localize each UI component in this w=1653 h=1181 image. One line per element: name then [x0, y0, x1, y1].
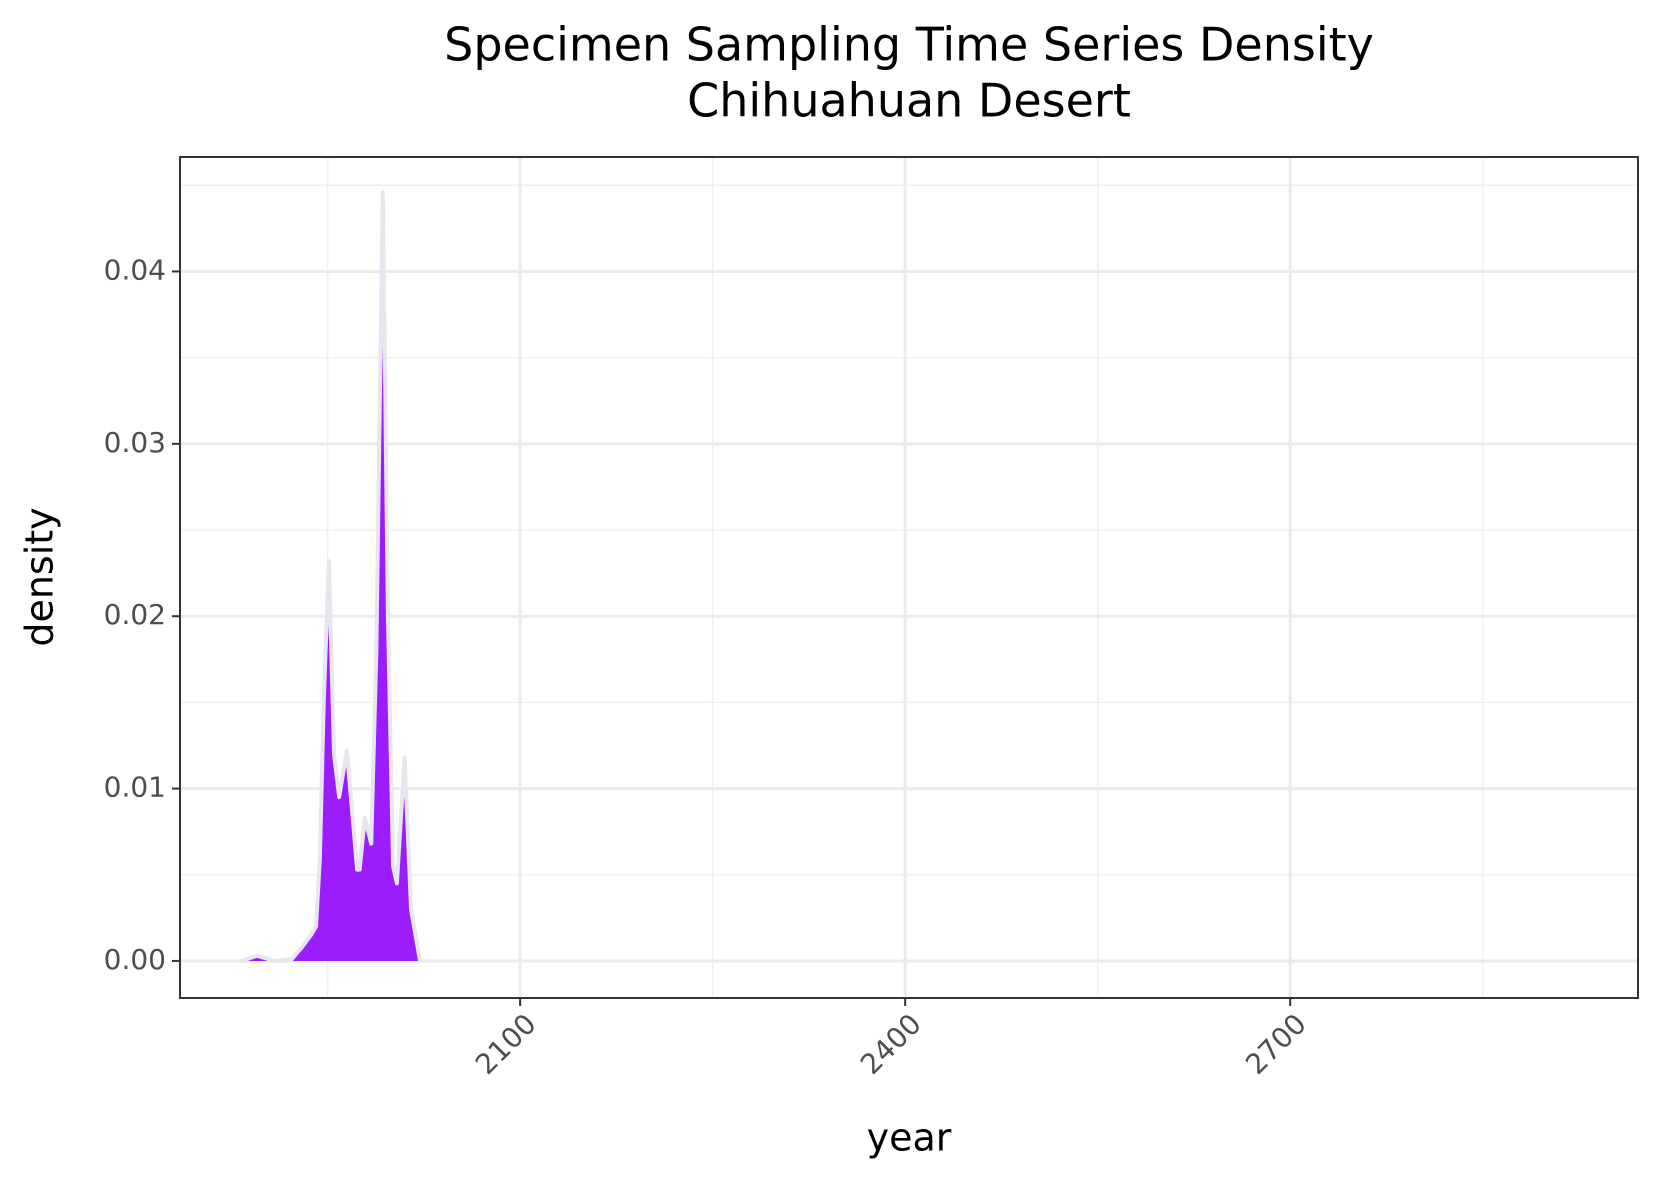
panel-border: [179, 156, 1639, 999]
y-tick-label: 0.04: [104, 253, 166, 286]
x-axis-title: year: [867, 1116, 952, 1160]
y-tick-label: 0.00: [104, 943, 166, 976]
x-tick-label: 2400: [854, 1007, 928, 1081]
chart-title: Specimen Sampling Time Series Density: [444, 18, 1374, 72]
chart-subtitle: Chihuahuan Desert: [687, 74, 1131, 128]
y-tick-label: 0.01: [104, 771, 166, 804]
y-tick-label: 0.02: [104, 598, 166, 631]
y-axis-title: density: [18, 507, 62, 646]
density-line: [240, 190, 422, 963]
x-tick-label: 2700: [1239, 1007, 1313, 1081]
density-area: [241, 192, 421, 961]
y-tick-label: 0.03: [104, 426, 166, 459]
x-tick-label: 2100: [469, 1007, 543, 1081]
